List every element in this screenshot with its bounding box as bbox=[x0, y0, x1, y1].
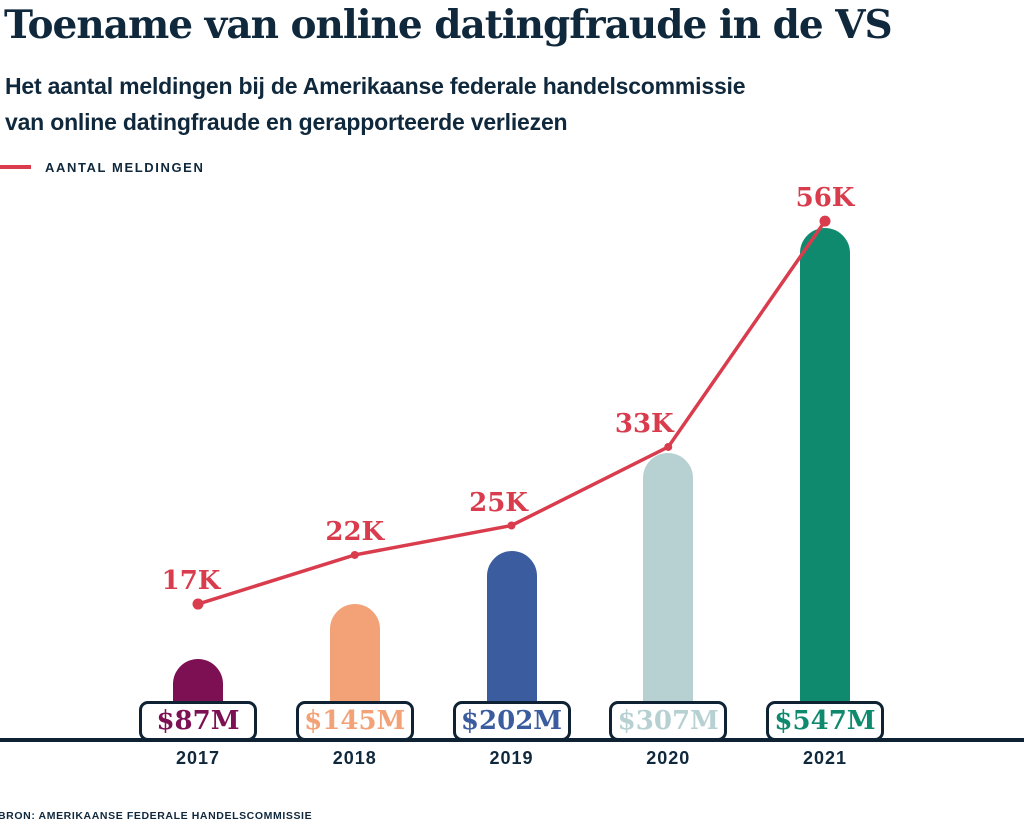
value-box-2021: $547M bbox=[766, 701, 884, 741]
legend: AANTAL MELDINGEN bbox=[0, 158, 204, 176]
bar-2021 bbox=[800, 228, 850, 715]
value-box-2017: $87M bbox=[139, 701, 257, 741]
bar-2020 bbox=[643, 453, 694, 715]
value-box-2019: $202M bbox=[452, 701, 571, 741]
bar-2019 bbox=[486, 551, 537, 715]
source-attribution: BRON: AMERIKAANSE FEDERALE HANDELSCOMMIS… bbox=[0, 810, 313, 822]
line-value-label-2017: 17K bbox=[161, 566, 221, 597]
x-tick-2020: 2020 bbox=[646, 748, 691, 768]
subtitle-line-1: Het aantal meldingen bij de Amerikaanse … bbox=[5, 73, 746, 99]
bar-2018 bbox=[329, 604, 380, 715]
line-point-2021 bbox=[819, 215, 831, 227]
legend-label: AANTAL MELDINGEN bbox=[45, 159, 205, 175]
line-point-2017 bbox=[192, 598, 204, 610]
subtitle-line-2: van online datingfraude en gerapporteerd… bbox=[5, 109, 568, 135]
line-value-label-2018: 22K bbox=[325, 516, 385, 547]
line-value-label-2019: 25K bbox=[469, 487, 528, 518]
x-tick-2019: 2019 bbox=[489, 748, 534, 768]
x-tick-2021: 2021 bbox=[802, 748, 848, 768]
legend-line-swatch bbox=[0, 165, 31, 169]
line-value-label-2020: 33K bbox=[614, 408, 674, 439]
subtitle: Het aantal meldingen bij de Amerikaanse … bbox=[5, 68, 746, 140]
line-point-2020 bbox=[664, 442, 673, 451]
line-value-label-2021: 56K bbox=[795, 183, 855, 214]
value-box-2020: $307M bbox=[609, 701, 728, 741]
value-box-2018: $145M bbox=[295, 701, 414, 741]
page-title: Toename van online datingfraude in de VS bbox=[4, 2, 893, 48]
line-point-2018 bbox=[350, 550, 359, 559]
x-tick-2017: 2017 bbox=[175, 748, 221, 768]
x-tick-2018: 2018 bbox=[332, 748, 377, 768]
line-point-2019 bbox=[507, 521, 516, 530]
